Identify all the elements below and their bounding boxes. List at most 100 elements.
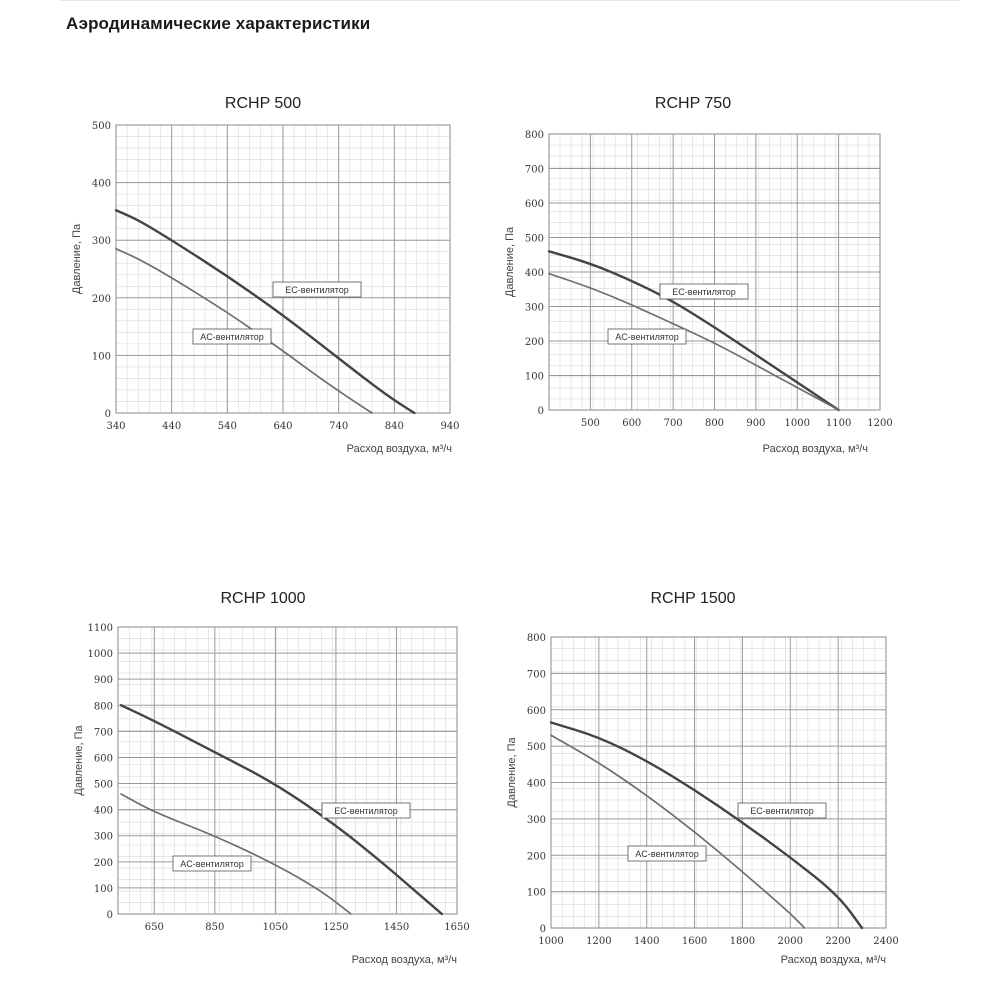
x-tick-label: 1800 bbox=[730, 936, 755, 947]
y-tick-label: 100 bbox=[525, 372, 544, 383]
y-tick-label: 800 bbox=[525, 130, 544, 141]
plot-frame bbox=[548, 133, 881, 411]
chart-title: RCHP 1000 bbox=[220, 590, 305, 607]
x-tick-label: 1100 bbox=[826, 418, 851, 429]
chart-title: RCHP 1500 bbox=[650, 590, 735, 607]
x-axis-label: Расход воздуха, м³/ч bbox=[347, 443, 452, 455]
series-label-ec: EC-вентилятор bbox=[750, 806, 813, 816]
x-tick-label: 600 bbox=[622, 418, 641, 429]
chart-title: RCHP 750 bbox=[655, 95, 731, 112]
y-tick-label: 0 bbox=[107, 910, 113, 921]
x-tick-label: 440 bbox=[162, 421, 181, 432]
series-label-box bbox=[659, 283, 749, 300]
x-tick-label: 1650 bbox=[444, 922, 469, 933]
y-tick-label: 600 bbox=[525, 199, 544, 210]
y-tick-label: 300 bbox=[94, 832, 113, 843]
series-line-ac bbox=[548, 272, 840, 411]
series-label-box bbox=[172, 855, 252, 872]
chart-rchp-1000: RCHP 1000 650 850 1050 1250 1450 1650 0 100 200 30… bbox=[73, 590, 470, 966]
y-tick-label: 300 bbox=[525, 303, 544, 314]
x-tick-label: 1000 bbox=[538, 936, 563, 947]
y-tick-label: 100 bbox=[94, 884, 113, 895]
y-tick-label: 500 bbox=[94, 780, 113, 791]
y-tick-label: 700 bbox=[525, 165, 544, 176]
y-tick-label: 200 bbox=[527, 851, 546, 862]
x-tick-label: 340 bbox=[106, 421, 125, 432]
x-tick-label: 1000 bbox=[785, 418, 810, 429]
series-label-ac: AC-вентилятор bbox=[200, 332, 263, 342]
x-tick-label: 840 bbox=[385, 421, 404, 432]
plot-frame bbox=[117, 626, 458, 915]
y-tick-label: 400 bbox=[525, 268, 544, 279]
x-tick-label: 640 bbox=[273, 421, 292, 432]
series-label-box bbox=[627, 845, 707, 862]
x-tick-label: 850 bbox=[205, 922, 224, 933]
plot-frame bbox=[550, 636, 887, 929]
y-tick-label: 800 bbox=[94, 701, 113, 712]
x-tick-label: 1600 bbox=[682, 936, 707, 947]
series-line-ac bbox=[550, 734, 806, 929]
x-tick-label: 500 bbox=[581, 418, 600, 429]
y-tick-label: 200 bbox=[94, 858, 113, 869]
series-line-ec bbox=[119, 704, 444, 916]
y-axis-label: Давление, Па bbox=[71, 223, 83, 294]
series-label-box bbox=[192, 328, 272, 345]
y-axis-label: Давление, Па bbox=[506, 737, 518, 808]
series-line-ac bbox=[120, 793, 352, 915]
top-divider bbox=[60, 0, 960, 1]
series-label-ac: AC-вентилятор bbox=[180, 859, 243, 869]
series-line-ec bbox=[549, 721, 864, 930]
x-tick-label: 2400 bbox=[873, 936, 898, 947]
y-tick-label: 400 bbox=[527, 779, 546, 790]
x-tick-label: 1400 bbox=[634, 936, 659, 947]
series-label-box bbox=[321, 802, 411, 819]
y-tick-label: 600 bbox=[527, 706, 546, 717]
plot-frame bbox=[115, 124, 451, 414]
y-tick-label: 800 bbox=[527, 633, 546, 644]
x-tick-label: 1250 bbox=[323, 922, 348, 933]
y-tick-label: 400 bbox=[92, 179, 111, 190]
y-tick-label: 600 bbox=[94, 753, 113, 764]
y-tick-label: 500 bbox=[527, 742, 546, 753]
y-tick-label: 1000 bbox=[88, 649, 113, 660]
x-tick-label: 900 bbox=[746, 418, 765, 429]
y-tick-label: 0 bbox=[540, 924, 546, 935]
series-label-box bbox=[737, 802, 827, 819]
y-tick-label: 500 bbox=[525, 234, 544, 245]
x-tick-label: 700 bbox=[664, 418, 683, 429]
y-tick-label: 0 bbox=[538, 406, 544, 417]
y-tick-label: 0 bbox=[105, 409, 111, 420]
section-title: Аэродинамические характеристики bbox=[66, 14, 371, 33]
series-label-ec: EC-вентилятор bbox=[672, 287, 735, 297]
y-tick-label: 400 bbox=[94, 806, 113, 817]
series-line-ec bbox=[114, 209, 416, 415]
series-label-ec: EC-вентилятор bbox=[334, 806, 397, 816]
x-tick-label: 740 bbox=[329, 421, 348, 432]
series-label-box bbox=[607, 328, 687, 345]
y-tick-label: 900 bbox=[94, 675, 113, 686]
y-tick-label: 100 bbox=[92, 351, 111, 362]
x-tick-label: 1200 bbox=[867, 418, 892, 429]
y-tick-label: 200 bbox=[525, 337, 544, 348]
y-tick-label: 500 bbox=[92, 121, 111, 132]
x-tick-label: 540 bbox=[218, 421, 237, 432]
series-label-ac: AC-вентилятор bbox=[635, 849, 698, 859]
chart-rchp-750: RCHP 750 500 600 700 800 900 1000 1100 1200 0 100 2… bbox=[504, 95, 893, 455]
y-axis-label: Давление, Па bbox=[504, 226, 516, 297]
x-tick-label: 1050 bbox=[263, 922, 288, 933]
x-tick-label: 2200 bbox=[825, 936, 850, 947]
x-tick-label: 2000 bbox=[778, 936, 803, 947]
series-label-ec: EC-вентилятор bbox=[285, 285, 348, 295]
chart-title: RCHP 500 bbox=[225, 95, 301, 112]
x-tick-label: 800 bbox=[705, 418, 724, 429]
y-tick-label: 200 bbox=[92, 294, 111, 305]
x-tick-label: 1200 bbox=[586, 936, 611, 947]
y-tick-label: 700 bbox=[94, 727, 113, 738]
y-tick-label: 100 bbox=[527, 888, 546, 899]
x-tick-label: 650 bbox=[145, 922, 164, 933]
x-tick-label: 1450 bbox=[384, 922, 409, 933]
x-tick-label: 940 bbox=[440, 421, 459, 432]
x-axis-label: Расход воздуха, м³/ч bbox=[781, 954, 886, 966]
x-axis-label: Расход воздуха, м³/ч bbox=[352, 954, 457, 966]
